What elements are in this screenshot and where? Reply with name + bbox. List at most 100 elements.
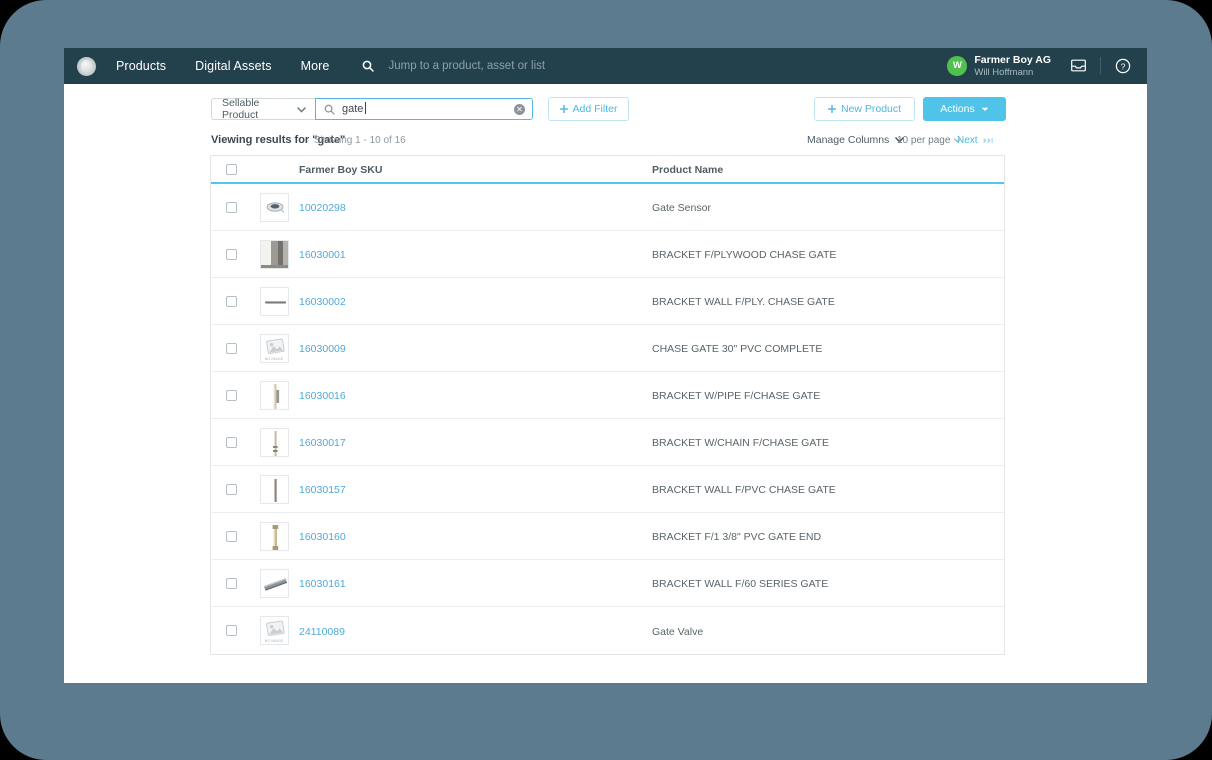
row-name-cell: Gate Valve — [652, 622, 1004, 640]
sku-link[interactable]: 24110089 — [299, 625, 345, 638]
avatar[interactable]: W — [947, 55, 968, 76]
help-icon[interactable]: ? — [1112, 55, 1134, 77]
product-thumbnail-vertical-rod[interactable] — [259, 474, 289, 504]
sku-link[interactable]: 16030160 — [299, 531, 346, 543]
row-sku-cell: 16030016 — [297, 386, 652, 404]
filter-toolbar: Sellable Product gate ✕ — [64, 84, 1147, 128]
table-row[interactable]: 16030017 BRACKET W/CHAIN F/CHASE GATE — [211, 419, 1004, 466]
product-thumbnail-no-image[interactable]: NO IMAGE — [259, 333, 289, 363]
product-type-select[interactable]: Sellable Product — [211, 97, 315, 121]
table-row[interactable]: 16030160 BRACKET F/1 3/8" PVC GATE END — [211, 513, 1004, 560]
manage-columns-label: Manage Columns — [807, 134, 890, 146]
row-sku-cell: 16030002 — [297, 292, 652, 310]
sku-link[interactable]: 16030016 — [299, 390, 346, 402]
row-sku-cell: 16030009 — [297, 339, 652, 357]
row-name-cell: Gate Sensor — [652, 198, 1004, 216]
product-thumbnail-sensor-photo[interactable] — [259, 192, 289, 222]
select-all-checkbox[interactable] — [225, 163, 237, 175]
sku-link[interactable]: 16030002 — [299, 296, 346, 308]
header-sku-cell[interactable]: Farmer Boy SKU — [297, 160, 652, 178]
actions-button[interactable]: Actions — [923, 97, 1006, 121]
add-filter-button[interactable]: Add Filter — [548, 97, 629, 121]
product-name: BRACKET W/CHAIN F/CHASE GATE — [652, 437, 829, 449]
table-row[interactable]: 16030016 BRACKET W/PIPE F/CHASE GATE — [211, 372, 1004, 419]
row-checkbox[interactable] — [225, 436, 237, 448]
table-header-row: Farmer Boy SKU Product Name — [211, 156, 1004, 184]
row-name-cell: BRACKET WALL F/60 SERIES GATE — [652, 574, 1004, 592]
row-sku-cell: 16030157 — [297, 480, 652, 498]
row-sku-cell: 16030161 — [297, 574, 652, 592]
product-thumbnail-vertical-post[interactable] — [259, 521, 289, 551]
sku-link[interactable]: 10020298 — [299, 202, 346, 214]
new-product-button[interactable]: New Product — [814, 97, 915, 121]
sku-link[interactable]: 16030161 — [299, 578, 346, 590]
row-checkbox[interactable] — [225, 342, 237, 354]
product-thumbnail-vertical-chain[interactable] — [259, 427, 289, 457]
row-checkbox[interactable] — [225, 577, 237, 589]
row-checkbox[interactable] — [225, 295, 237, 307]
account-info[interactable]: Farmer Boy AG Will Hoffmann — [974, 54, 1051, 78]
product-name: BRACKET F/1 3/8" PVC GATE END — [652, 531, 822, 543]
product-search-input[interactable]: gate — [342, 102, 367, 115]
product-name: BRACKET WALL F/PVC CHASE GATE — [652, 484, 836, 496]
account-org-name: Farmer Boy AG — [974, 54, 1051, 67]
product-thumbnail-vertical-bracket[interactable] — [259, 380, 289, 410]
search-icon — [324, 104, 335, 115]
row-checkbox[interactable] — [225, 625, 237, 636]
inbox-icon[interactable] — [1067, 55, 1089, 77]
per-page-selector[interactable]: 10 per page — [897, 135, 962, 146]
table-row[interactable]: 10020298 Gate Sensor — [211, 184, 1004, 231]
table-row[interactable]: 16030157 BRACKET WALL F/PVC CHASE GATE — [211, 466, 1004, 513]
app-window: Products Digital Assets More W Farmer Bo… — [64, 48, 1147, 683]
search-icon[interactable] — [362, 60, 375, 72]
product-search-box[interactable]: gate ✕ — [315, 98, 533, 120]
table-row[interactable]: 16030161 BRACKET WALL F/60 SERIES GATE — [211, 560, 1004, 607]
column-header-sku: Farmer Boy SKU — [299, 164, 383, 176]
flower-logo-icon[interactable] — [77, 56, 96, 76]
sku-link[interactable]: 16030001 — [299, 249, 346, 261]
row-thumbnail-cell — [251, 192, 297, 222]
product-name: BRACKET W/PIPE F/CHASE GATE — [652, 390, 821, 402]
product-thumbnail-diagonal-bracket[interactable] — [259, 568, 289, 598]
row-thumbnail-cell — [251, 286, 297, 316]
product-thumbnail-no-image[interactable]: NO IMAGE — [259, 616, 289, 645]
top-navigation-bar: Products Digital Assets More W Farmer Bo… — [64, 48, 1147, 84]
row-checkbox[interactable] — [225, 483, 237, 495]
row-name-cell: BRACKET F/1 3/8" PVC GATE END — [652, 527, 1004, 545]
row-sku-cell: 16030017 — [297, 433, 652, 451]
row-select-cell — [211, 436, 251, 448]
row-name-cell: BRACKET W/PIPE F/CHASE GATE — [652, 386, 1004, 404]
table-row[interactable]: NO IMAGE 16030009 CHASE GATE 30" PVC COMPL… — [211, 325, 1004, 372]
header-name-cell[interactable]: Product Name — [652, 160, 1004, 178]
row-checkbox[interactable] — [225, 389, 237, 401]
product-thumbnail-rod-photo[interactable] — [259, 286, 289, 316]
showing-count-label: Showing 1 - 10 of 16 — [314, 135, 406, 146]
table-row[interactable]: 16030001 BRACKET F/PLYWOOD CHASE GATE — [211, 231, 1004, 278]
row-sku-cell: 16030160 — [297, 527, 652, 545]
sku-link[interactable]: 16030017 — [299, 437, 346, 449]
clear-search-icon[interactable]: ✕ — [514, 103, 525, 115]
row-checkbox[interactable] — [225, 248, 237, 260]
row-select-cell — [211, 201, 251, 213]
sku-link[interactable]: 16030157 — [299, 484, 346, 496]
results-summary-bar: Viewing results for "gate" Showing 1 - 1… — [64, 130, 1147, 154]
sku-link[interactable]: 16030009 — [299, 343, 346, 355]
global-search-input[interactable] — [388, 60, 719, 72]
table-row[interactable]: NO IMAGE 24110089 Gate Valve — [211, 607, 1004, 654]
manage-columns-button[interactable]: Manage Columns — [807, 134, 905, 146]
nav-link-products[interactable]: Products — [116, 59, 167, 73]
row-checkbox[interactable] — [225, 530, 237, 542]
row-thumbnail-cell — [251, 239, 297, 269]
product-name: BRACKET WALL F/PLY. CHASE GATE — [652, 296, 835, 308]
row-select-cell — [211, 577, 251, 589]
per-page-label: 10 per page — [897, 135, 951, 146]
table-row[interactable]: 16030002 BRACKET WALL F/PLY. CHASE GATE — [211, 278, 1004, 325]
row-checkbox[interactable] — [225, 201, 237, 213]
product-thumbnail-bracket-photo[interactable] — [259, 239, 289, 269]
next-page-button[interactable]: Next — [957, 135, 995, 146]
nav-link-digital-assets[interactable]: Digital Assets — [195, 59, 272, 73]
row-thumbnail-cell — [251, 474, 297, 504]
row-sku-cell: 10020298 — [297, 198, 652, 216]
nav-link-more[interactable]: More — [300, 59, 330, 73]
